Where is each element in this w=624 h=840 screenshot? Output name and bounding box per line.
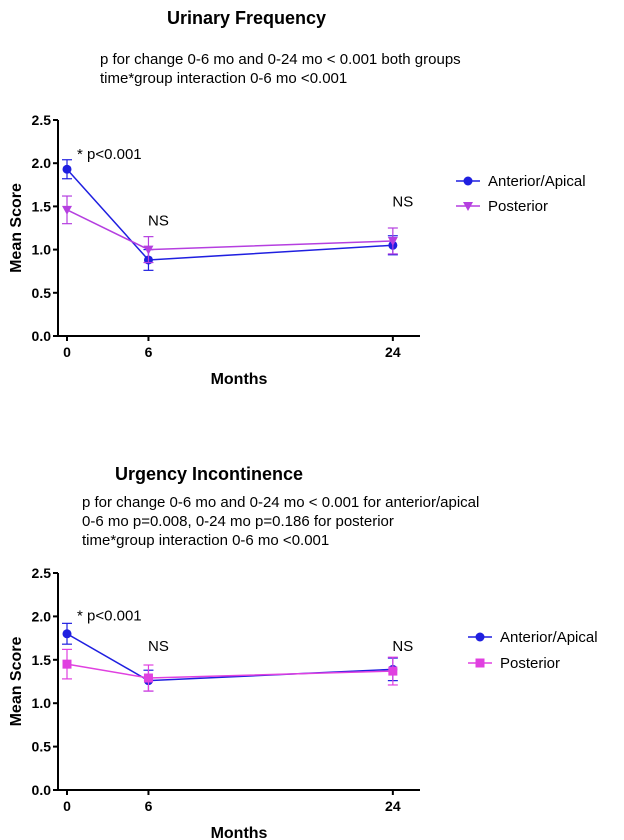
data-point <box>62 659 72 669</box>
legend-label: Anterior/Apical <box>488 173 586 190</box>
data-point <box>387 236 398 246</box>
y-tick-label: 0.0 <box>32 782 52 798</box>
x-tick-label: 6 <box>145 344 153 360</box>
chart-urgency-incontinence: 0.0 0.5 1.0 1.5 2.0 2.5 0 6 24 Months Mean Score * … <box>8 565 598 840</box>
y-tick-label: 2.5 <box>32 565 52 581</box>
legend-label: Posterior <box>488 198 548 215</box>
series-line <box>66 209 393 251</box>
legend-label: Anterior/Apical <box>500 629 598 646</box>
chart-note: time*group interaction 0-6 mo <0.001 <box>82 532 330 549</box>
x-tick-label: 24 <box>385 798 401 814</box>
data-point <box>62 629 72 639</box>
y-tick-label: 1.0 <box>32 242 52 258</box>
chart-title: Urinary Frequency <box>167 8 327 28</box>
x-axis-label: Months <box>211 825 268 840</box>
y-tick-label: 2.0 <box>32 608 52 624</box>
x-tick-label: 6 <box>145 798 153 814</box>
series-line <box>66 633 393 682</box>
x-tick-label: 24 <box>385 344 401 360</box>
y-tick-label: 2.0 <box>32 155 52 171</box>
chart-note: time*group interaction 0-6 mo <0.001 <box>100 70 348 87</box>
y-tick-label: 0.5 <box>32 285 52 301</box>
legend-marker <box>475 632 485 642</box>
chart-note: p for change 0-6 mo and 0-24 mo < 0.001 … <box>100 51 461 68</box>
chart-note: p for change 0-6 mo and 0-24 mo < 0.001 … <box>82 494 480 511</box>
data-point <box>143 245 154 255</box>
x-axis-label: Months <box>211 371 268 388</box>
chart-note: 0-6 mo p=0.008, 0-24 mo p=0.186 for post… <box>82 513 394 530</box>
y-tick-label: 1.5 <box>32 198 52 214</box>
annotation-label: * p<0.001 <box>77 608 142 625</box>
y-tick-label: 1.0 <box>32 695 52 711</box>
legend-marker <box>463 202 473 211</box>
legend-marker <box>463 176 473 186</box>
legend-label: Posterior <box>500 655 560 672</box>
y-tick-label: 2.5 <box>32 112 52 128</box>
annotation-label: * p<0.001 <box>77 146 142 163</box>
y-tick-label: 0.0 <box>32 328 52 344</box>
y-tick-label: 1.5 <box>32 652 52 668</box>
data-point <box>62 205 72 215</box>
annotation-label: NS <box>148 638 169 655</box>
y-tick-label: 0.5 <box>32 739 52 755</box>
y-axis-label: Mean Score <box>8 183 25 273</box>
chart-title: Urgency Incontinence <box>115 464 304 484</box>
annotation-label: NS <box>148 212 169 229</box>
y-axis-label: Mean Score <box>8 636 25 726</box>
data-point <box>143 673 153 683</box>
chart-urinary-frequency: 0.0 0.5 1.0 1.5 2.0 2.5 0 6 24 Months Mean Score * … <box>8 112 586 388</box>
annotation-label: NS <box>392 638 413 655</box>
x-tick-label: 0 <box>63 344 71 360</box>
data-point <box>62 164 72 174</box>
x-tick-label: 0 <box>63 798 71 814</box>
legend-marker <box>475 658 485 668</box>
annotation-label: NS <box>392 193 413 210</box>
data-point <box>388 666 398 676</box>
